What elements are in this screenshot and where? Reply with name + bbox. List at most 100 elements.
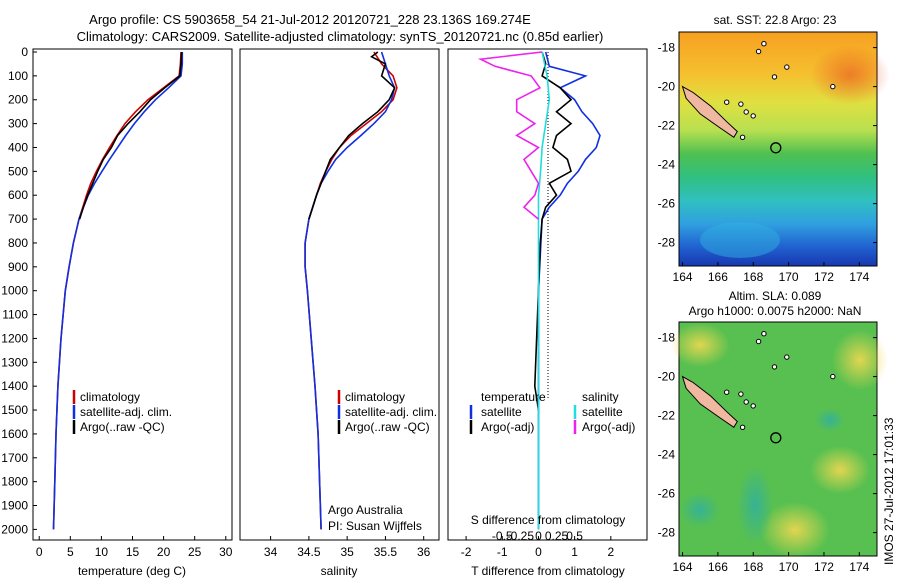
island-marker <box>761 41 767 47</box>
salinity-series <box>304 51 398 530</box>
lon-tick-label: 174 <box>849 270 869 284</box>
salinity-legend: climatology satellite-adj. clim. Argo(..… <box>337 390 437 434</box>
lon-tick-label: 166 <box>708 560 728 574</box>
island-marker <box>755 338 762 345</box>
island-marker <box>743 109 749 115</box>
x-tick-label: 0 <box>36 545 43 559</box>
lon-tick-label: 172 <box>814 270 834 284</box>
lat-tick-label: -22 <box>658 409 676 423</box>
x-tick-label: -2 <box>461 545 472 559</box>
series-line-s-argo-adj- <box>477 51 543 220</box>
series-line-argo-raw-qc- <box>78 51 183 220</box>
island-marker <box>750 113 756 119</box>
x-tick-label: 20 <box>157 545 171 559</box>
salinity-panel: 34 34.5 35 35.5 36 climatology satellite-adj… <box>239 48 440 578</box>
lat-tick-label: -18 <box>658 41 676 55</box>
depth-tick-label: 1000 <box>1 284 28 298</box>
lon-tick-label: 174 <box>849 560 869 574</box>
x-tick-label: -1 <box>497 545 508 559</box>
depth-tick-label: 500 <box>8 164 28 178</box>
island-marker <box>761 331 767 337</box>
x-tick-label: 15 <box>126 545 140 559</box>
depth-tick-label: 1100 <box>2 308 28 322</box>
depth-tick-label: 1200 <box>1 331 28 345</box>
sla-low-patch <box>815 408 845 432</box>
series-line-t-satellite <box>537 51 601 530</box>
island-marker <box>830 373 836 380</box>
depth-tick-label: 1800 <box>1 475 28 489</box>
x-tick-label: 34 <box>264 545 278 559</box>
temperature-xlabel: temperature (deg C) <box>78 564 186 578</box>
sst-warm-patch <box>810 45 890 105</box>
sla-high-patch <box>760 502 830 558</box>
sst-map-panel: sat. SST: 22.8 Argo: 23 164 166 168 170 172 1… <box>658 13 890 284</box>
series-line-t-argo-adj- <box>533 51 573 411</box>
sla-low-patch <box>737 465 773 545</box>
lat-tick-label: -20 <box>658 80 676 94</box>
legend-sat-label: satellite-adj. clim. <box>80 405 172 419</box>
island-marker <box>784 354 790 360</box>
top-x-tick-label: 0.5 <box>566 529 583 543</box>
temperature-x-axis: 0 5 10 15 20 25 30 <box>36 536 233 559</box>
lat-tick-label: -28 <box>658 236 676 250</box>
lon-tick-label: 166 <box>708 270 728 284</box>
island-marker <box>738 101 744 107</box>
legend-sat-label: satellite-adj. clim. <box>345 405 437 419</box>
legend-salinity-title: salinity <box>582 390 619 404</box>
salinity-annotation-line1: Argo Australia <box>328 503 403 517</box>
lat-tick-label: -26 <box>658 487 676 501</box>
lon-tick-label: 164 <box>673 270 693 284</box>
lat-tick-label: -18 <box>658 331 676 345</box>
depth-tick-label: 1900 <box>1 499 28 513</box>
new-caledonia-island <box>681 375 738 429</box>
salinity-x-axis: 34 34.5 35 35.5 36 <box>264 536 431 559</box>
series-line-s-satellite <box>537 51 551 530</box>
sst-map-title: sat. SST: 22.8 Argo: 23 <box>714 13 837 27</box>
depth-axis: 0 100 200 300 400 500 600 700 800 900 1000 1100 1200… <box>1 45 452 536</box>
legend-argo-label: Argo(..raw -QC) <box>345 420 430 434</box>
legend-t-argo-label: Argo(-adj) <box>481 420 534 434</box>
argo-position-marker <box>770 432 782 444</box>
temperature-panel: 0100200300400500600700800900100011001200… <box>1 45 452 578</box>
salinity-annotation-line2: PI: Susan Wijffels <box>328 519 422 533</box>
difference-top-xlabel: S difference from climatology <box>471 513 626 527</box>
depth-tick-label: 100 <box>8 69 28 83</box>
island-marker <box>771 364 778 370</box>
lat-tick-label: -24 <box>658 448 676 462</box>
top-x-tick-label: -0.25 <box>507 529 535 543</box>
island-marker <box>724 389 730 395</box>
difference-legend-temperature: temperature satellite Argo(-adj) <box>469 390 546 434</box>
x-tick-label: 1 <box>571 545 578 559</box>
sla-coastline <box>681 331 836 444</box>
difference-xlabel: T difference from climatology <box>471 564 625 578</box>
difference-legend-salinity: salinity satellite Argo(-adj) <box>573 390 635 434</box>
salinity-axes-box <box>239 48 440 541</box>
legend-temperature-title: temperature <box>481 390 546 404</box>
temperature-axes-box <box>32 48 233 541</box>
x-tick-label: 35.5 <box>374 545 398 559</box>
lon-tick-label: 164 <box>673 560 693 574</box>
legend-clim-label: climatology <box>345 390 405 404</box>
x-tick-label: 35 <box>340 545 354 559</box>
top-x-tick-label: 0 <box>535 529 542 543</box>
argo-position-marker <box>770 142 782 154</box>
lat-tick-label: -24 <box>658 158 676 172</box>
sst-cool-patch <box>700 222 780 258</box>
depth-tick-label: 700 <box>8 212 28 226</box>
salinity-xlabel: salinity <box>321 564 358 578</box>
lat-tick-label: -22 <box>658 119 676 133</box>
imos-watermark: IMOS 27-Jul-2012 17:01:33 <box>882 417 896 565</box>
island-marker <box>830 83 836 90</box>
x-tick-label: 34.5 <box>297 545 321 559</box>
island-marker <box>739 134 746 141</box>
x-tick-label: 0 <box>535 545 542 559</box>
island-marker <box>738 391 744 397</box>
x-tick-label: 10 <box>95 545 109 559</box>
sla-map-title-line1: Altim. SLA: 0.089 <box>729 289 822 303</box>
x-tick-label: 5 <box>67 545 74 559</box>
sla-high-patch <box>810 446 870 494</box>
sst-coastline <box>681 41 836 154</box>
difference-panel: -2 -1 0 1 2 -0.5-0.25 0 0.250.5 temperature sat… <box>447 48 648 578</box>
island-marker <box>743 399 749 405</box>
